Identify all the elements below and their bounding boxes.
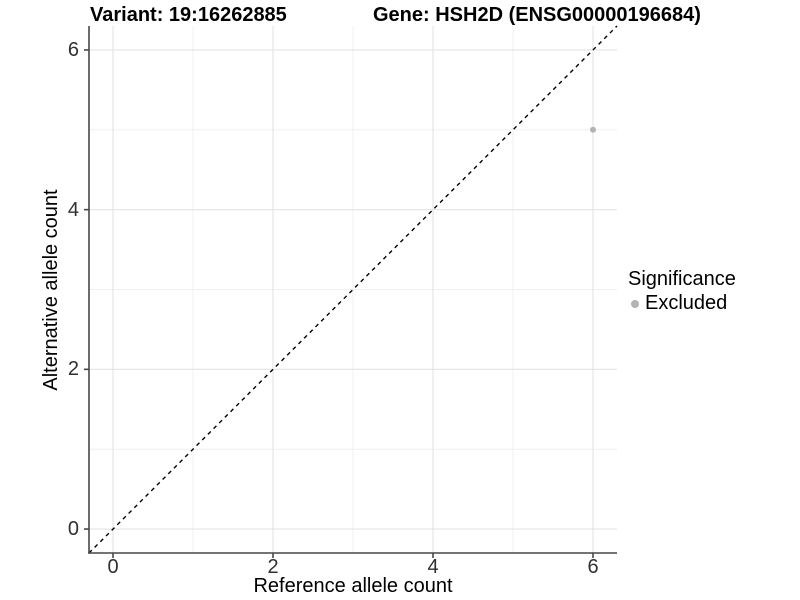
legend-key-excluded-dot-icon (631, 299, 639, 308)
data-point-excluded (590, 126, 596, 133)
plot-title-gene: Gene: HSH2D (ENSG00000196684) (373, 4, 701, 26)
y-tick-label-0: 0 (67, 518, 79, 541)
y-tick-label-6: 6 (67, 38, 79, 61)
plot-title-variant: Variant: 19:16262885 (90, 4, 287, 26)
x-tick-label-2: 2 (267, 556, 279, 578)
legend-item-label: Excluded (645, 292, 728, 314)
legend-item-excluded: Excluded (631, 292, 736, 315)
legend-title: Significance (628, 268, 736, 290)
x-tick-label-0: 0 (107, 556, 119, 578)
x-tick-label-6: 6 (587, 556, 599, 578)
x-axis-title: Reference allele count (253, 575, 453, 597)
x-tick-label-4: 4 (427, 556, 439, 578)
y-tick-label-4: 4 (67, 198, 79, 221)
legend: Significance Excluded (628, 268, 736, 315)
y-tick-label-2: 2 (67, 358, 79, 381)
